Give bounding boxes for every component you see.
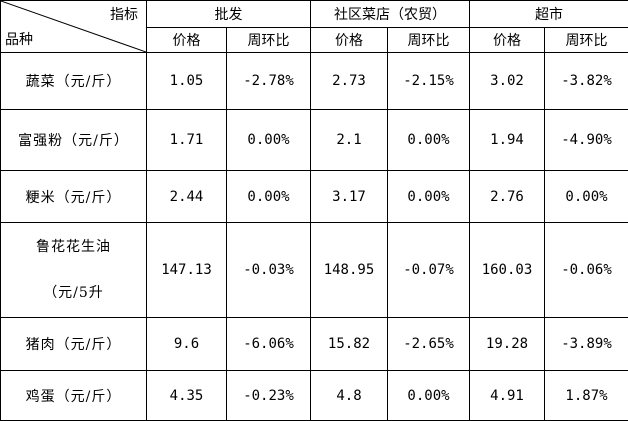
community-wow: -2.65%: [388, 318, 470, 371]
subheader-price: 价格: [311, 28, 388, 53]
wholesale-wow: -6.06%: [227, 318, 311, 371]
table-row: 鸡蛋（元/斤） 4.35 -0.23% 4.8 0.00% 4.91 1.87%: [1, 371, 628, 421]
wholesale-wow: 0.00%: [227, 110, 311, 171]
supermarket-wow: -3.89%: [545, 318, 628, 371]
supermarket-price: 1.94: [470, 110, 545, 171]
corner-label-variety: 品种: [5, 29, 33, 49]
supermarket-price: 160.03: [470, 223, 545, 318]
community-price: 4.8: [311, 371, 388, 421]
wholesale-wow: -0.23%: [227, 371, 311, 421]
table-row: 粳米（元/斤） 2.44 0.00% 3.17 0.00% 2.76 0.00%: [1, 171, 628, 223]
community-wow: 0.00%: [388, 171, 470, 223]
community-price: 2.73: [311, 53, 388, 110]
supermarket-price: 2.76: [470, 171, 545, 223]
subheader-wow-change: 周环比: [388, 28, 470, 53]
wholesale-wow: -0.03%: [227, 223, 311, 318]
wholesale-price: 1.05: [147, 53, 227, 110]
row-label-line1: 鲁花花生油: [1, 224, 146, 270]
community-wow: -2.15%: [388, 53, 470, 110]
subheader-price: 价格: [470, 28, 545, 53]
supermarket-wow: -3.82%: [545, 53, 628, 110]
supermarket-wow: 1.87%: [545, 371, 628, 421]
community-price: 3.17: [311, 171, 388, 223]
wholesale-price: 2.44: [147, 171, 227, 223]
supermarket-price: 4.91: [470, 371, 545, 421]
wholesale-price: 4.35: [147, 371, 227, 421]
group-header-supermarket: 超市: [470, 1, 628, 28]
community-price: 148.95: [311, 223, 388, 318]
subheader-wow-change: 周环比: [545, 28, 628, 53]
table-row: 富强粉（元/斤） 1.71 0.00% 2.1 0.00% 1.94 -4.90…: [1, 110, 628, 171]
wholesale-price: 147.13: [147, 223, 227, 318]
community-wow: 0.00%: [388, 371, 470, 421]
supermarket-wow: -0.06%: [545, 223, 628, 318]
header-corner-cell: 指标 品种: [1, 1, 147, 53]
group-header-wholesale: 批发: [147, 1, 311, 28]
wholesale-price: 1.71: [147, 110, 227, 171]
supermarket-price: 3.02: [470, 53, 545, 110]
row-label: 粳米（元/斤）: [1, 171, 147, 223]
supermarket-wow: -4.90%: [545, 110, 628, 171]
table-row: 猪肉（元/斤） 9.6 -6.06% 15.82 -2.65% 19.28 -3…: [1, 318, 628, 371]
supermarket-price: 19.28: [470, 318, 545, 371]
table-row: 鲁花花生油 （元/5升 147.13 -0.03% 148.95 -0.07% …: [1, 223, 628, 318]
table-row: 蔬菜（元/斤） 1.05 -2.78% 2.73 -2.15% 3.02 -3.…: [1, 53, 628, 110]
subheader-wow-change: 周环比: [227, 28, 311, 53]
row-label: 猪肉（元/斤）: [1, 318, 147, 371]
community-price: 2.1: [311, 110, 388, 171]
row-label: 鲁花花生油 （元/5升: [1, 223, 147, 318]
row-label: 蔬菜（元/斤）: [1, 53, 147, 110]
wholesale-wow: -2.78%: [227, 53, 311, 110]
wholesale-price: 9.6: [147, 318, 227, 371]
group-header-community-store: 社区菜店（农贸）: [311, 1, 470, 28]
row-label: 富强粉（元/斤）: [1, 110, 147, 171]
supermarket-wow: 0.00%: [545, 171, 628, 223]
community-price: 15.82: [311, 318, 388, 371]
community-wow: 0.00%: [388, 110, 470, 171]
row-label-line2: （元/5升: [1, 270, 146, 316]
row-label: 鸡蛋（元/斤）: [1, 371, 147, 421]
wholesale-wow: 0.00%: [227, 171, 311, 223]
community-wow: -0.07%: [388, 223, 470, 318]
subheader-price: 价格: [147, 28, 227, 53]
corner-label-indicator: 指标: [110, 4, 138, 24]
